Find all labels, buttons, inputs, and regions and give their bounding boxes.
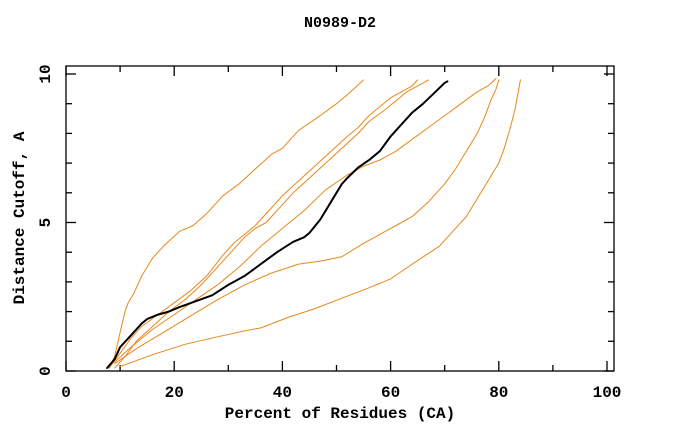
orange-curve-3: [114, 79, 429, 369]
orange-curve-1: [108, 79, 365, 369]
y-tick-label: 0: [37, 366, 55, 376]
plot-border: [65, 65, 615, 372]
orange-curve-4: [114, 78, 497, 363]
chart-title: N0989-D2: [304, 15, 376, 32]
y-tick-label: 10: [37, 64, 55, 83]
x-tick-label: 20: [165, 384, 184, 402]
orange-curve-6: [119, 79, 521, 367]
x-tick-label: 100: [593, 384, 622, 402]
x-tick-label: 80: [489, 384, 508, 402]
x-axis-label: Percent of Residues (CA): [225, 405, 455, 423]
black-curve: [106, 80, 449, 369]
axes-layer: 0 20 40 60 80 100 0 5 10: [37, 64, 621, 402]
x-tick-label: 40: [273, 384, 292, 402]
x-tick-label: 60: [381, 384, 400, 402]
orange-curve-5: [114, 79, 500, 365]
y-tick-label: 5: [37, 218, 55, 228]
y-axis-label: Distance Cutoff, A: [11, 131, 29, 304]
series-layer: [106, 78, 521, 369]
x-tick-label: 0: [61, 384, 71, 402]
